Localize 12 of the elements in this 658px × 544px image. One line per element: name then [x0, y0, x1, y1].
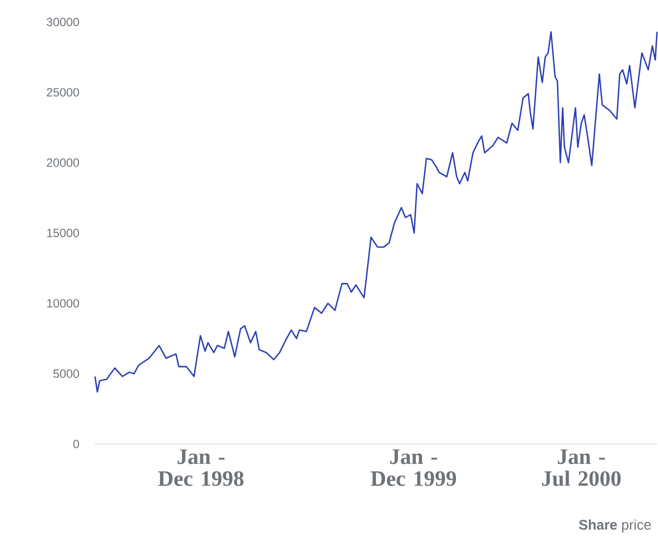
x-tick-label: Jan - Dec 1999 [370, 449, 456, 486]
y-tick-label: 0 [73, 440, 80, 448]
x-tick-label: Jan - Jul 2000 [542, 449, 621, 486]
y-tick-label: 15000 [47, 228, 80, 238]
y-tick-label: 5000 [53, 369, 80, 378]
x-tick-label: Jan - Dec 1998 [158, 449, 244, 486]
y-tick-label: 25000 [46, 88, 80, 97]
text: Share price [579, 519, 651, 532]
y-tick-label: 20000 [46, 158, 80, 167]
y-tick-label: 30000 [46, 18, 80, 26]
y-tick-label: 10000 [47, 299, 80, 308]
line-series [94, 31, 658, 393]
